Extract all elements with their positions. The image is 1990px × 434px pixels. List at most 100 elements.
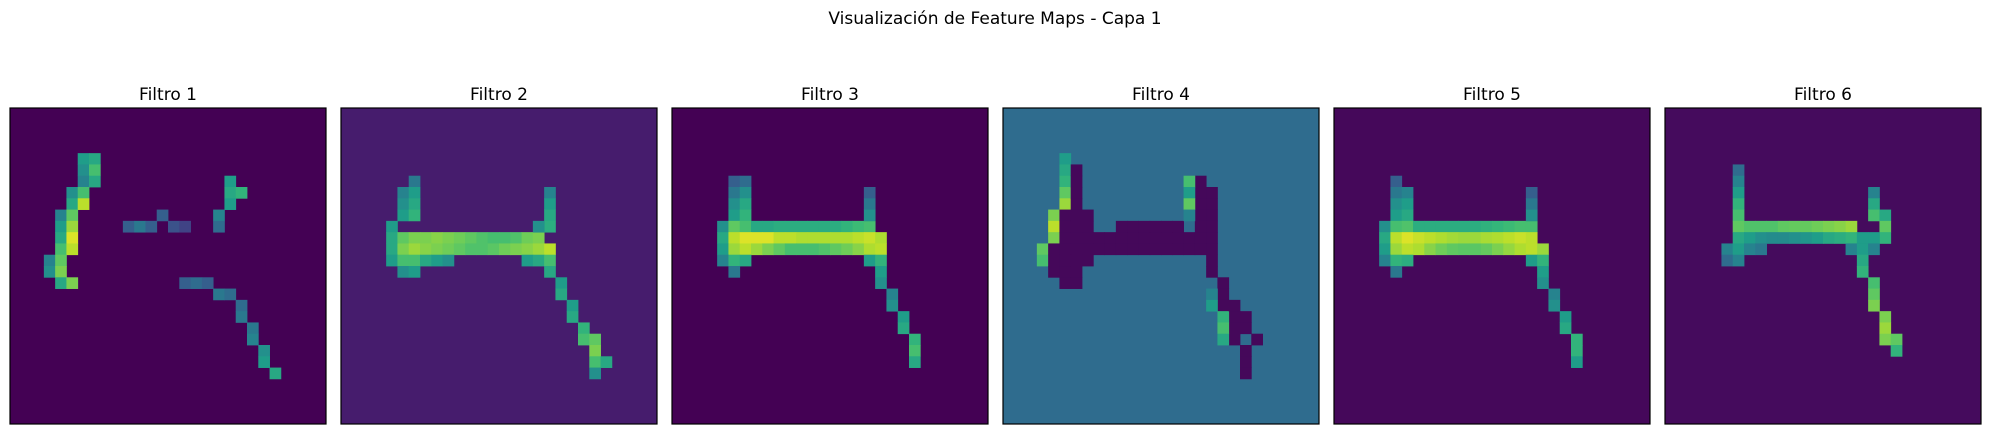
heatmap-cell <box>1059 187 1072 199</box>
heatmap-cell <box>89 164 101 177</box>
heatmap-cell <box>1525 209 1538 222</box>
heatmap-cell <box>566 299 579 312</box>
heatmap-cell <box>1525 220 1538 233</box>
heatmap-cell <box>386 232 398 244</box>
heatmap-cell <box>66 198 79 210</box>
heatmap-cell <box>1503 220 1515 233</box>
heatmap-cell <box>1093 243 1105 256</box>
heatmap-cell <box>1721 254 1734 267</box>
heatmap-cell <box>1755 220 1767 233</box>
heatmap-cell <box>1458 232 1470 244</box>
heatmap-cell <box>397 254 410 267</box>
heatmap-cell <box>544 187 556 199</box>
heatmap-cell <box>1446 232 1459 244</box>
heatmap-cell <box>420 254 432 267</box>
heatmap-cell <box>1732 243 1745 256</box>
heatmap-cell <box>235 299 248 312</box>
heatmap-cell <box>1161 243 1173 256</box>
heatmap-cell <box>728 243 741 256</box>
heatmap-cell <box>1789 220 1801 233</box>
heatmap-cell <box>1480 220 1493 233</box>
heatmap-cell <box>55 232 67 244</box>
heatmap-cell <box>1194 187 1207 199</box>
heatmap-cell <box>269 367 282 380</box>
heatmap-cell <box>465 232 477 244</box>
heatmap-cell <box>1856 243 1869 256</box>
panel-title: Filtro 6 <box>1794 85 1852 105</box>
heatmap-cell <box>1879 209 1892 222</box>
heatmap-cell <box>1206 288 1218 301</box>
heatmap-cell <box>1571 345 1583 357</box>
heatmap-cell <box>1149 243 1162 256</box>
heatmap-cell <box>1070 164 1083 177</box>
heatmap-cell <box>1503 232 1515 244</box>
heatmap-cell <box>1845 220 1858 233</box>
heatmap-cell <box>1390 220 1403 233</box>
heatmap-cell <box>55 254 67 267</box>
heatmap-cell <box>1172 232 1184 244</box>
feature-map-panel-2: Filtro 2 <box>340 85 658 425</box>
heatmap-cell <box>1390 266 1403 278</box>
heatmap-cell <box>66 209 79 222</box>
heatmap-cell <box>1048 266 1060 278</box>
heatmap-cell <box>1732 175 1745 188</box>
heatmap-cell <box>1424 232 1436 244</box>
heatmap-cell <box>1390 243 1403 256</box>
heatmap-cell <box>510 243 522 256</box>
heatmap-cell <box>728 266 741 278</box>
heatmap-cell <box>476 243 489 256</box>
heatmap-cell <box>145 220 158 233</box>
heatmap-cell <box>886 288 899 301</box>
heatmap-cell <box>1206 232 1218 244</box>
heatmap-cell <box>852 232 865 244</box>
heatmap-cell <box>1070 220 1083 233</box>
heatmap-cell <box>1492 243 1504 256</box>
heatmap-cell <box>1525 187 1538 199</box>
heatmap-cell <box>1401 254 1414 267</box>
heatmap-cell <box>431 254 443 267</box>
heatmap-cell <box>1823 232 1835 244</box>
heatmap-cell <box>487 243 500 256</box>
heatmap-cell <box>1217 288 1230 301</box>
heatmap-cell <box>555 288 568 301</box>
heatmap-cell <box>397 198 410 210</box>
heatmap-cell <box>739 198 752 210</box>
heatmap-cell <box>1070 266 1083 278</box>
heatmap-cell <box>578 333 590 346</box>
heatmap-cell <box>1379 232 1391 244</box>
heatmap-cell <box>739 232 752 244</box>
heatmap-cell <box>1228 299 1241 312</box>
heatmap-cell <box>1755 232 1767 244</box>
panel-title: Filtro 5 <box>1463 85 1521 105</box>
heatmap-cell <box>420 232 432 244</box>
heatmap-cell <box>875 232 887 244</box>
heatmap-cell <box>386 220 398 233</box>
heatmap-cell <box>852 220 865 233</box>
heatmap-cell <box>1732 220 1745 233</box>
heatmap-cell <box>1183 232 1196 244</box>
heatmap-cell <box>521 254 534 267</box>
heatmap-cell <box>235 187 248 199</box>
heatmap-cell <box>1240 356 1252 368</box>
heatmap-cell <box>397 243 410 256</box>
heatmap-cell <box>1458 220 1470 233</box>
heatmap-cell <box>1059 209 1072 222</box>
heatmap-cell <box>863 198 876 210</box>
heatmap-cell <box>1059 277 1072 289</box>
heatmap-cell <box>1127 232 1139 244</box>
heatmap-cell <box>1435 232 1448 244</box>
heatmap-cell <box>224 187 237 199</box>
heatmap-cell <box>1413 243 1425 256</box>
heatmap-cell <box>1115 243 1128 256</box>
heatmap-cell <box>1879 311 1892 323</box>
heatmap-cell <box>43 254 56 267</box>
heatmap-background <box>1665 108 1981 424</box>
heatmap-cell <box>1194 198 1207 210</box>
heatmap-cell <box>1480 243 1493 256</box>
heatmap-cell <box>544 243 556 256</box>
heatmap-cells <box>386 175 613 380</box>
heatmap-cell <box>397 232 410 244</box>
heatmap-cell <box>431 232 443 244</box>
heatmap-cell <box>1036 243 1049 256</box>
heatmap-cell <box>258 345 270 357</box>
